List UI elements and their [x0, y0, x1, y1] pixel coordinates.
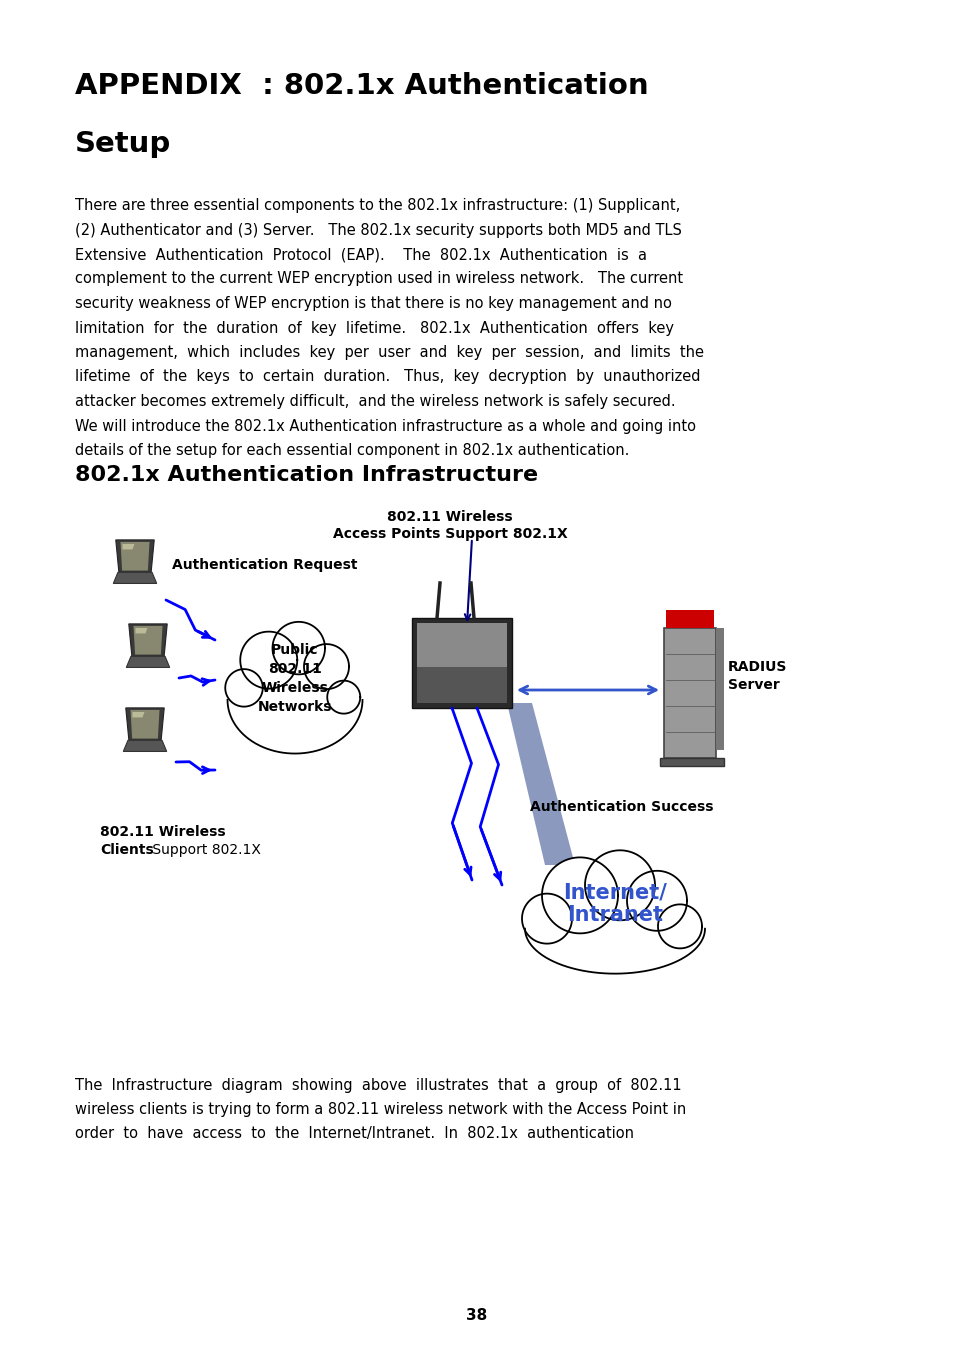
Text: security weakness of WEP encryption is that there is no key management and no: security weakness of WEP encryption is t… [75, 296, 671, 311]
Polygon shape [120, 542, 150, 570]
Text: Support 802.1X: Support 802.1X [148, 843, 260, 857]
Text: 802.11 Wireless: 802.11 Wireless [100, 825, 226, 839]
Bar [663, 628, 716, 758]
Polygon shape [506, 703, 575, 865]
Polygon shape [133, 626, 162, 655]
Circle shape [225, 669, 262, 707]
Text: Access Points Support 802.1X: Access Points Support 802.1X [333, 527, 567, 540]
Circle shape [541, 858, 618, 934]
Bar [412, 617, 512, 708]
Polygon shape [131, 709, 159, 739]
Text: wireless clients is trying to form a 802.11 wireless network with the Access Poi: wireless clients is trying to form a 802… [75, 1102, 685, 1117]
Bar [659, 758, 723, 766]
Text: 802.11 Wireless: 802.11 Wireless [387, 509, 513, 524]
Text: lifetime  of  the  keys  to  certain  duration.   Thus,  key  decryption  by  un: lifetime of the keys to certain duration… [75, 370, 700, 385]
Polygon shape [122, 544, 134, 550]
Ellipse shape [524, 884, 704, 973]
Circle shape [626, 871, 686, 931]
Text: There are three essential components to the 802.1x infrastructure: (1) Supplican: There are three essential components to … [75, 199, 679, 213]
Text: complement to the current WEP encryption used in wireless network.   The current: complement to the current WEP encryption… [75, 272, 682, 286]
Text: Public: Public [271, 643, 318, 657]
Circle shape [584, 850, 655, 920]
Text: Intranet: Intranet [566, 905, 662, 925]
Text: Internet/: Internet/ [562, 882, 666, 902]
Circle shape [521, 893, 572, 943]
Text: limitation  for  the  duration  of  key  lifetime.   802.1x  Authentication  off: limitation for the duration of key lifet… [75, 320, 673, 335]
Text: RADIUS: RADIUS [727, 661, 786, 674]
Polygon shape [115, 540, 154, 573]
Text: order  to  have  access  to  the  Internet/Intranet.  In  802.1x  authentication: order to have access to the Internet/Int… [75, 1125, 634, 1142]
Bar [716, 628, 723, 750]
Text: 802.1x Authentication Infrastructure: 802.1x Authentication Infrastructure [75, 465, 537, 485]
Polygon shape [123, 740, 167, 751]
Text: APPENDIX  : 802.1x Authentication: APPENDIX : 802.1x Authentication [75, 72, 648, 100]
Circle shape [273, 621, 325, 674]
Text: The  Infrastructure  diagram  showing  above  illustrates  that  a  group  of  8: The Infrastructure diagram showing above… [75, 1078, 680, 1093]
Text: Wireless: Wireless [261, 681, 328, 694]
Text: Setup: Setup [75, 130, 172, 158]
Text: details of the setup for each essential component in 802.1x authentication.: details of the setup for each essential … [75, 443, 629, 458]
Polygon shape [129, 624, 167, 657]
Text: Clients: Clients [100, 843, 153, 857]
Text: attacker becomes extremely difficult,  and the wireless network is safely secure: attacker becomes extremely difficult, an… [75, 394, 675, 409]
Polygon shape [113, 573, 156, 584]
Circle shape [658, 904, 701, 948]
Text: Server: Server [727, 678, 779, 692]
Text: 802.11: 802.11 [268, 662, 321, 676]
Text: 38: 38 [466, 1308, 487, 1323]
Circle shape [327, 681, 360, 713]
Polygon shape [126, 708, 164, 740]
Text: Extensive  Authentication  Protocol  (EAP).    The  802.1x  Authentication  is  : Extensive Authentication Protocol (EAP).… [75, 247, 646, 262]
Text: We will introduce the 802.1x Authentication infrastructure as a whole and going : We will introduce the 802.1x Authenticat… [75, 419, 696, 434]
Bar [416, 623, 506, 703]
Bar [665, 611, 713, 628]
Polygon shape [135, 628, 148, 634]
Text: (2) Authenticator and (3) Server.   The 802.1x security supports both MD5 and TL: (2) Authenticator and (3) Server. The 80… [75, 223, 681, 238]
Text: Authentication Request: Authentication Request [172, 558, 357, 571]
Ellipse shape [227, 647, 362, 753]
Text: Networks: Networks [257, 700, 332, 713]
Polygon shape [132, 712, 144, 717]
Text: Authentication Success: Authentication Success [530, 800, 713, 815]
Text: management,  which  includes  key  per  user  and  key  per  session,  and  limi: management, which includes key per user … [75, 345, 703, 359]
Circle shape [240, 632, 297, 689]
Bar [416, 667, 506, 703]
Circle shape [304, 644, 349, 689]
Polygon shape [126, 657, 170, 667]
